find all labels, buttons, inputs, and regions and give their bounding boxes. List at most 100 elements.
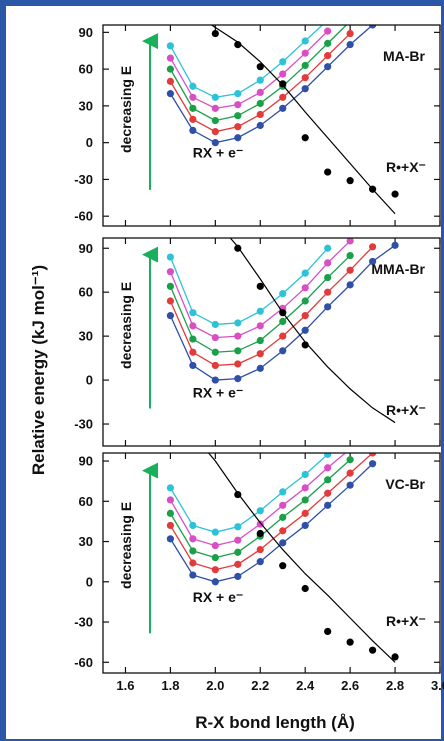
x-tick-label: 2.4: [296, 678, 315, 693]
series-point: [166, 42, 174, 50]
series-point: [166, 65, 174, 73]
series-point: [279, 501, 287, 509]
panel-vc-br: 90 60 30 0 -30 -60 decreasing E VC-Br RX + e⁻ R•+…: [74, 452, 441, 674]
series-point: [346, 251, 354, 260]
series-point: [301, 49, 309, 57]
plot-area: [166, 16, 399, 215]
panel-label: MMA-Br: [371, 261, 425, 277]
series-point: [166, 484, 174, 492]
series-point: [166, 268, 174, 276]
series-point: [234, 572, 242, 581]
series-point: [211, 104, 219, 112]
dissociative-point: [324, 627, 332, 636]
series-point: [256, 364, 264, 372]
y-tick-label: -30: [74, 417, 93, 432]
dissociative-point: [346, 638, 354, 646]
series-line: [169, 453, 374, 571]
series-point: [279, 317, 287, 326]
series-point: [301, 326, 309, 334]
series-point: [256, 307, 264, 315]
series-point: [324, 27, 332, 35]
product-label: R•+X⁻: [386, 402, 426, 418]
y-axis-title: Relative energy (kJ mol⁻¹): [29, 265, 48, 475]
series-point: [301, 496, 309, 504]
series-point: [256, 88, 264, 97]
series-point: [369, 243, 377, 251]
series-point: [369, 257, 377, 266]
y-tick-label: -60: [74, 209, 93, 224]
series-point: [279, 332, 287, 340]
y-tick-label: 30: [79, 329, 93, 344]
series-point: [324, 16, 331, 23]
series-point: [234, 123, 242, 131]
arrow-label: decreasing E: [118, 502, 134, 589]
series-point: [301, 74, 309, 82]
panel-label: VC-Br: [385, 476, 425, 492]
x-tick-label: 2.0: [206, 678, 224, 693]
dissociative-point: [279, 562, 287, 570]
arrow-label: decreasing E: [118, 66, 134, 153]
series-point: [301, 509, 309, 517]
series-point: [346, 29, 354, 38]
series-point: [324, 464, 332, 472]
series-point: [324, 303, 332, 311]
series-point: [189, 559, 197, 567]
series-point: [234, 360, 242, 368]
y-tick-label: 60: [79, 494, 93, 509]
series-point: [369, 453, 377, 457]
x-tick-label: 3.0: [431, 678, 444, 693]
series-point: [279, 104, 287, 112]
y-tick-label: 0: [86, 373, 93, 388]
panel-border: [102, 452, 441, 674]
series-point: [189, 115, 197, 123]
series-point: [211, 578, 219, 586]
y-tick-label: 90: [79, 454, 93, 469]
series-point: [189, 335, 197, 343]
series-point: [324, 476, 332, 484]
series-point: [234, 112, 242, 120]
series-point: [211, 566, 219, 574]
series-point: [189, 82, 197, 90]
y-tick-label: -60: [74, 655, 93, 670]
dissociative-point: [211, 29, 219, 38]
series-point: [279, 488, 287, 496]
series-line: [169, 25, 324, 98]
x-axis-title: R-X bond length (Å): [195, 713, 355, 732]
series-point: [234, 332, 242, 340]
series-point: [166, 253, 174, 261]
dissociative-point: [234, 490, 242, 499]
dissociative-point: [256, 529, 264, 538]
y-tick-label: 90: [79, 25, 93, 40]
series-point: [301, 297, 309, 305]
series-point: [189, 361, 197, 370]
series-point: [211, 541, 219, 550]
panel-mma-br: 90 60 30 0 -30 decreasing E MMA-Br RX + e⁻ R•+X⁻: [74, 237, 441, 447]
series-point: [256, 121, 264, 130]
series-point: [279, 70, 287, 78]
reactant-label: RX + e⁻: [193, 589, 244, 605]
series-point: [324, 288, 332, 296]
series-point: [211, 320, 219, 329]
panels: 90 60 30 0 -30 -60 decreasing E MA-Br RX + e⁻ R•+…: [74, 16, 444, 693]
dissociative-point: [301, 584, 309, 593]
series-point: [301, 521, 309, 530]
x-tick-label: 1.8: [161, 678, 179, 693]
series-point: [166, 496, 174, 504]
series-point: [189, 535, 197, 543]
series-point: [189, 571, 197, 579]
series-point: [346, 281, 354, 289]
series-point: [279, 513, 287, 521]
series-point: [256, 350, 264, 358]
series-point: [211, 528, 219, 536]
dissociative-point: [346, 177, 354, 185]
series-line: [169, 463, 374, 583]
series-point: [279, 93, 287, 101]
series-point: [324, 453, 332, 458]
series-point: [166, 312, 174, 320]
series-point: [324, 52, 332, 60]
dissociative-curve: [210, 25, 396, 215]
series-point: [211, 93, 219, 101]
series-point: [301, 470, 309, 479]
series-point: [369, 460, 377, 468]
series-point: [189, 93, 197, 101]
